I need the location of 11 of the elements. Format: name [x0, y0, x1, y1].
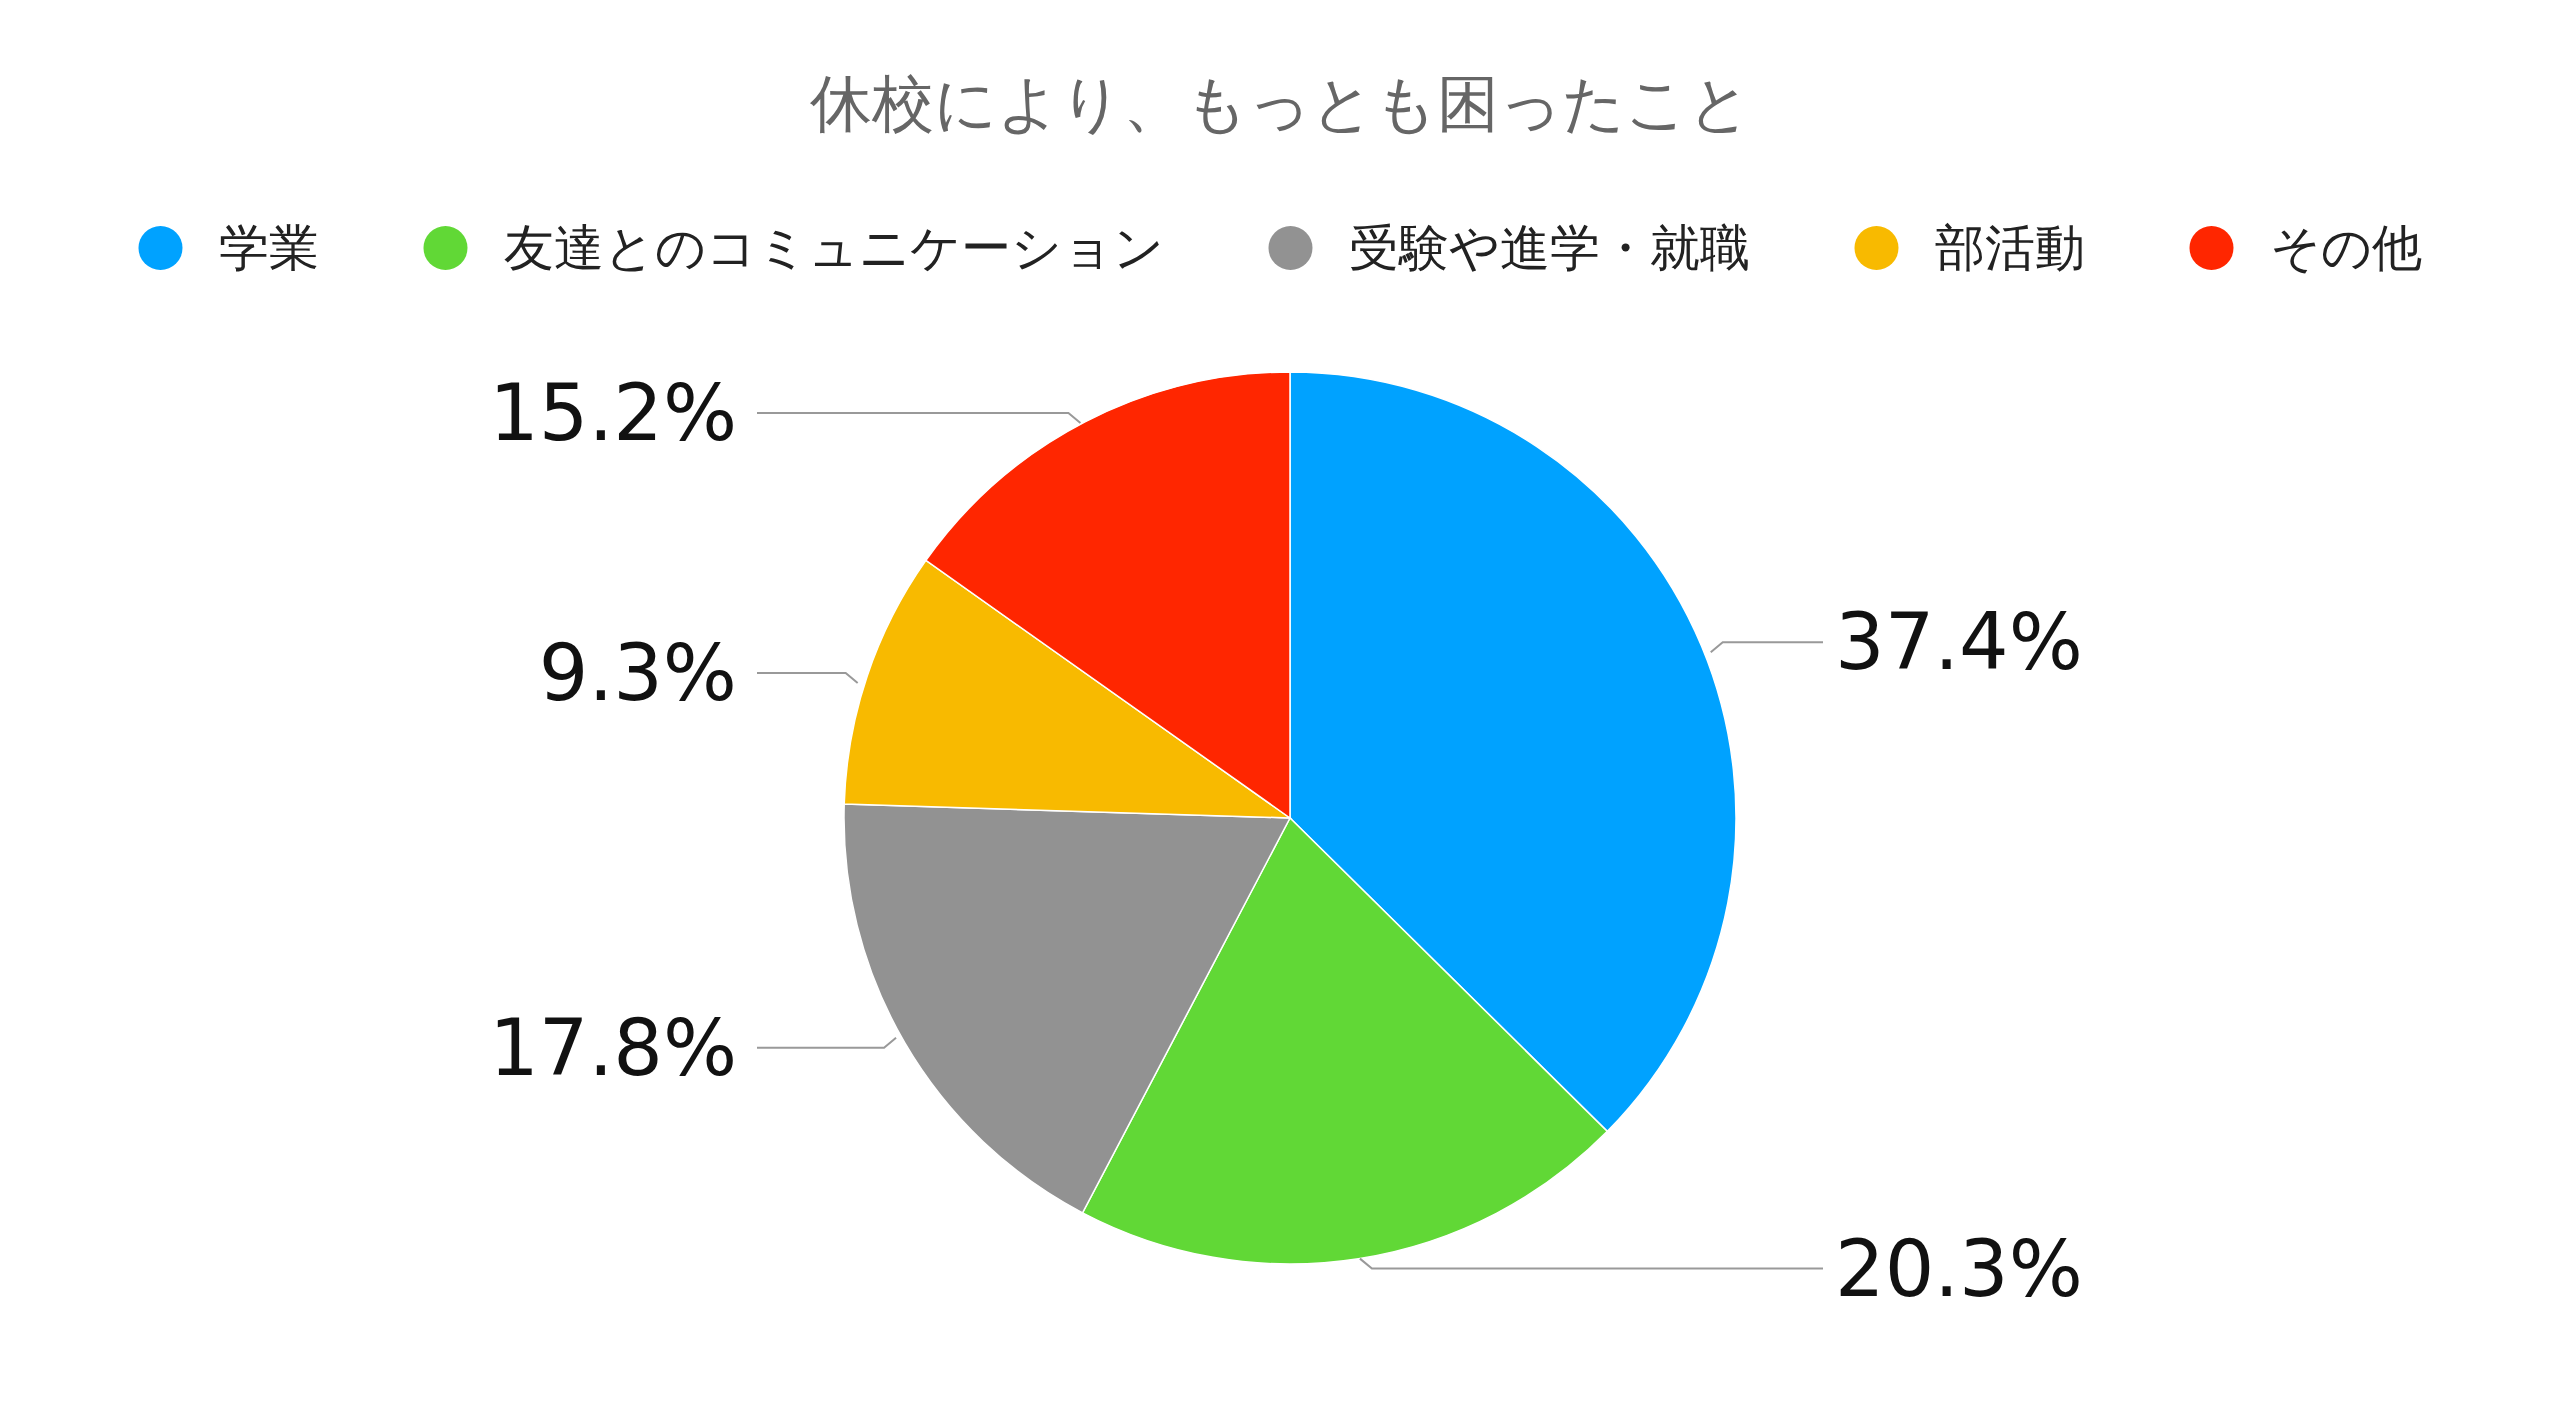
data-label: 37.4% — [1835, 597, 2083, 688]
data-label: 17.8% — [489, 1002, 737, 1093]
legend-label: 友達とのコミュニケーション — [503, 219, 1164, 277]
data-label: 15.2% — [489, 368, 737, 459]
data-label: 20.3% — [1835, 1223, 2083, 1314]
legend-label: 部活動 — [1934, 219, 2085, 277]
legend-label: 受験や進学・就職 — [1348, 219, 1750, 277]
legend-label: その他 — [2269, 219, 2422, 277]
legend-label: 学業 — [218, 219, 319, 277]
data-label: 9.3% — [538, 628, 737, 719]
chart-title: 休校により、もっとも困ったこと — [809, 67, 1751, 140]
